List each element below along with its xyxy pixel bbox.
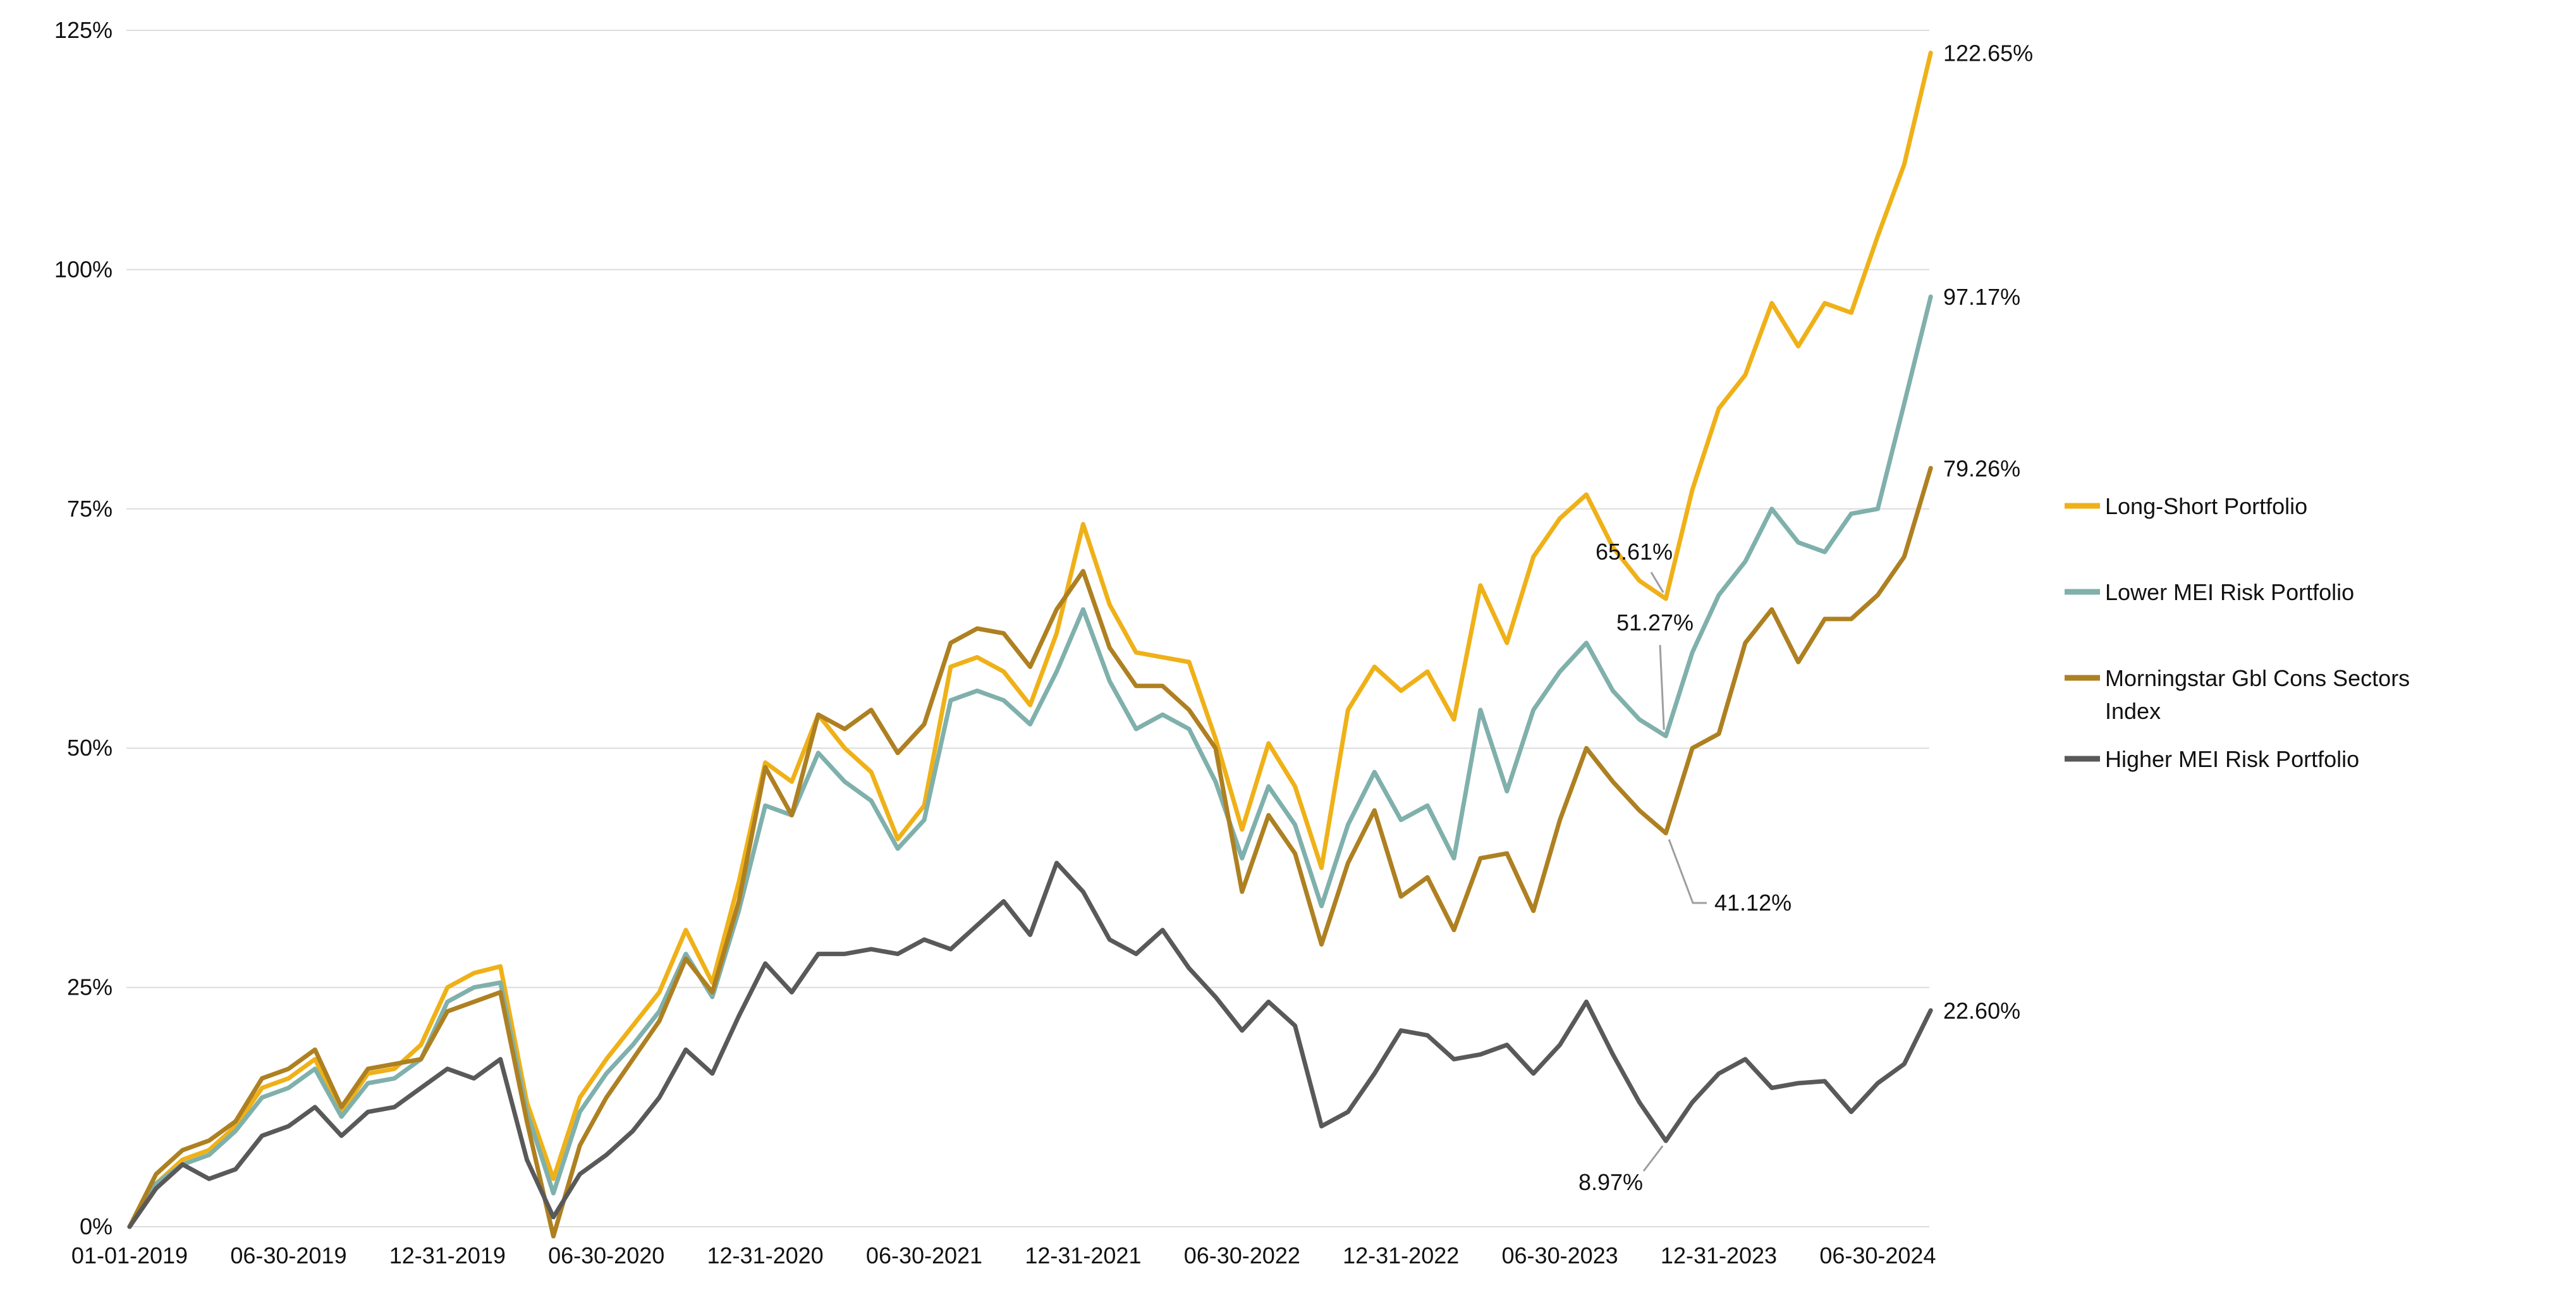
y-axis-tick-label: 25% <box>67 974 113 1000</box>
legend-label: Lower MEI Risk Portfolio <box>2105 579 2354 605</box>
series-line-lower-mei-risk-portfolio[interactable] <box>127 294 1933 1229</box>
end-value-label: 97.17% <box>1943 284 2020 310</box>
series-line-long-short-portfolio[interactable] <box>127 51 1933 1229</box>
legend-label: Index <box>2105 698 2161 724</box>
annotation-callout-line <box>1642 1145 1664 1172</box>
legend-item-lower-mei-risk-portfolio[interactable]: Lower MEI Risk Portfolio <box>2065 579 2354 605</box>
x-axis-tick-label: 12-31-2021 <box>1025 1243 1141 1268</box>
annotation-value-label: 65.61% <box>1596 539 1673 565</box>
legend-label: Higher MEI Risk Portfolio <box>2105 746 2359 772</box>
x-axis-tick-label: 06-30-2024 <box>1819 1243 1936 1268</box>
x-axis-tick-label: 06-30-2022 <box>1184 1243 1300 1268</box>
x-axis-tick-label: 06-30-2019 <box>230 1243 346 1268</box>
annotation-callout-line <box>1659 644 1665 730</box>
annotation-callout-line <box>1668 839 1707 904</box>
annotation-callout-line <box>1650 572 1664 593</box>
x-axis-tick-label: 12-31-2023 <box>1661 1243 1777 1268</box>
x-axis-tick-label: 12-31-2019 <box>389 1243 506 1268</box>
y-axis-tick-label: 75% <box>67 496 113 522</box>
annotation-value-label: 41.12% <box>1714 890 1792 916</box>
legend-label: Long-Short Portfolio <box>2105 493 2307 519</box>
legend-item-morningstar-gbl-cons-sectors-index[interactable]: Morningstar Gbl Cons Sectors Index <box>2065 665 2410 724</box>
x-axis-tick-label: 06-30-2021 <box>866 1243 982 1268</box>
x-axis-tick-label: 06-30-2020 <box>548 1243 664 1268</box>
x-axis-tick-label: 12-31-2020 <box>707 1243 824 1268</box>
annotation-value-label: 51.27% <box>1616 610 1694 635</box>
y-axis-tick-label: 100% <box>54 256 113 282</box>
y-axis-tick-label: 50% <box>67 735 113 761</box>
end-value-label: 122.65% <box>1943 40 2033 66</box>
x-axis-tick-label: 06-30-2023 <box>1502 1243 1618 1268</box>
series-line-morningstar-gbl-cons-sectors-index[interactable] <box>127 465 1933 1239</box>
y-axis-tick-label: 125% <box>54 17 113 43</box>
end-value-label: 79.26% <box>1943 455 2020 481</box>
y-axis-tick-label: 0% <box>80 1213 113 1239</box>
legend-label: Morningstar Gbl Cons Sectors <box>2105 665 2410 691</box>
series-line-higher-mei-risk-portfolio[interactable] <box>127 861 1933 1229</box>
legend: Long-Short Portfolio Lower MEI Risk Portf… <box>2065 493 2410 772</box>
annotation-value-label: 8.97% <box>1578 1169 1643 1195</box>
legend-item-long-short-portfolio[interactable]: Long-Short Portfolio <box>2065 493 2307 519</box>
x-axis-tick-label: 12-31-2022 <box>1343 1243 1459 1268</box>
legend-item-higher-mei-risk-portfolio[interactable]: Higher MEI Risk Portfolio <box>2065 746 2359 772</box>
x-axis-tick-label: 01-01-2019 <box>71 1243 188 1268</box>
end-value-label: 22.60% <box>1943 998 2020 1024</box>
